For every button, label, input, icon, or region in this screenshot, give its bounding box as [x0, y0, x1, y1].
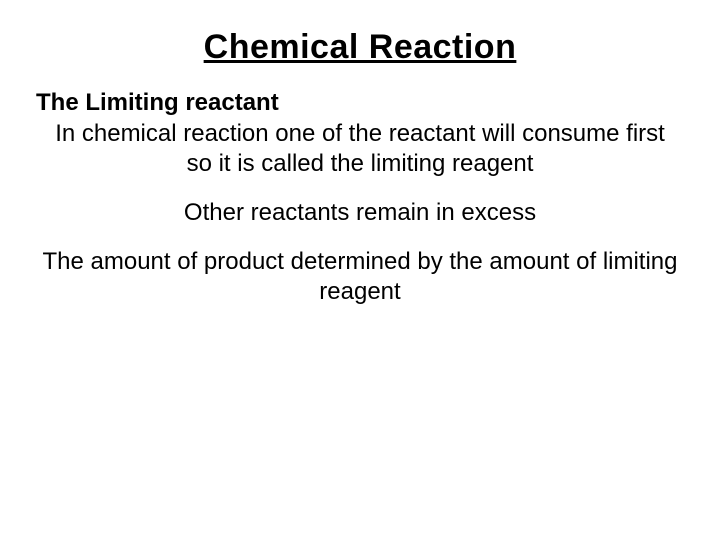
slide-paragraph-3: The amount of product determined by the …	[30, 247, 690, 307]
slide-paragraph-2: Other reactants remain in excess	[30, 199, 690, 227]
slide-title: Chemical Reaction	[30, 28, 690, 67]
slide-paragraph-1: In chemical reaction one of the reactant…	[30, 119, 690, 179]
slide-subheading: The Limiting reactant	[30, 89, 690, 117]
